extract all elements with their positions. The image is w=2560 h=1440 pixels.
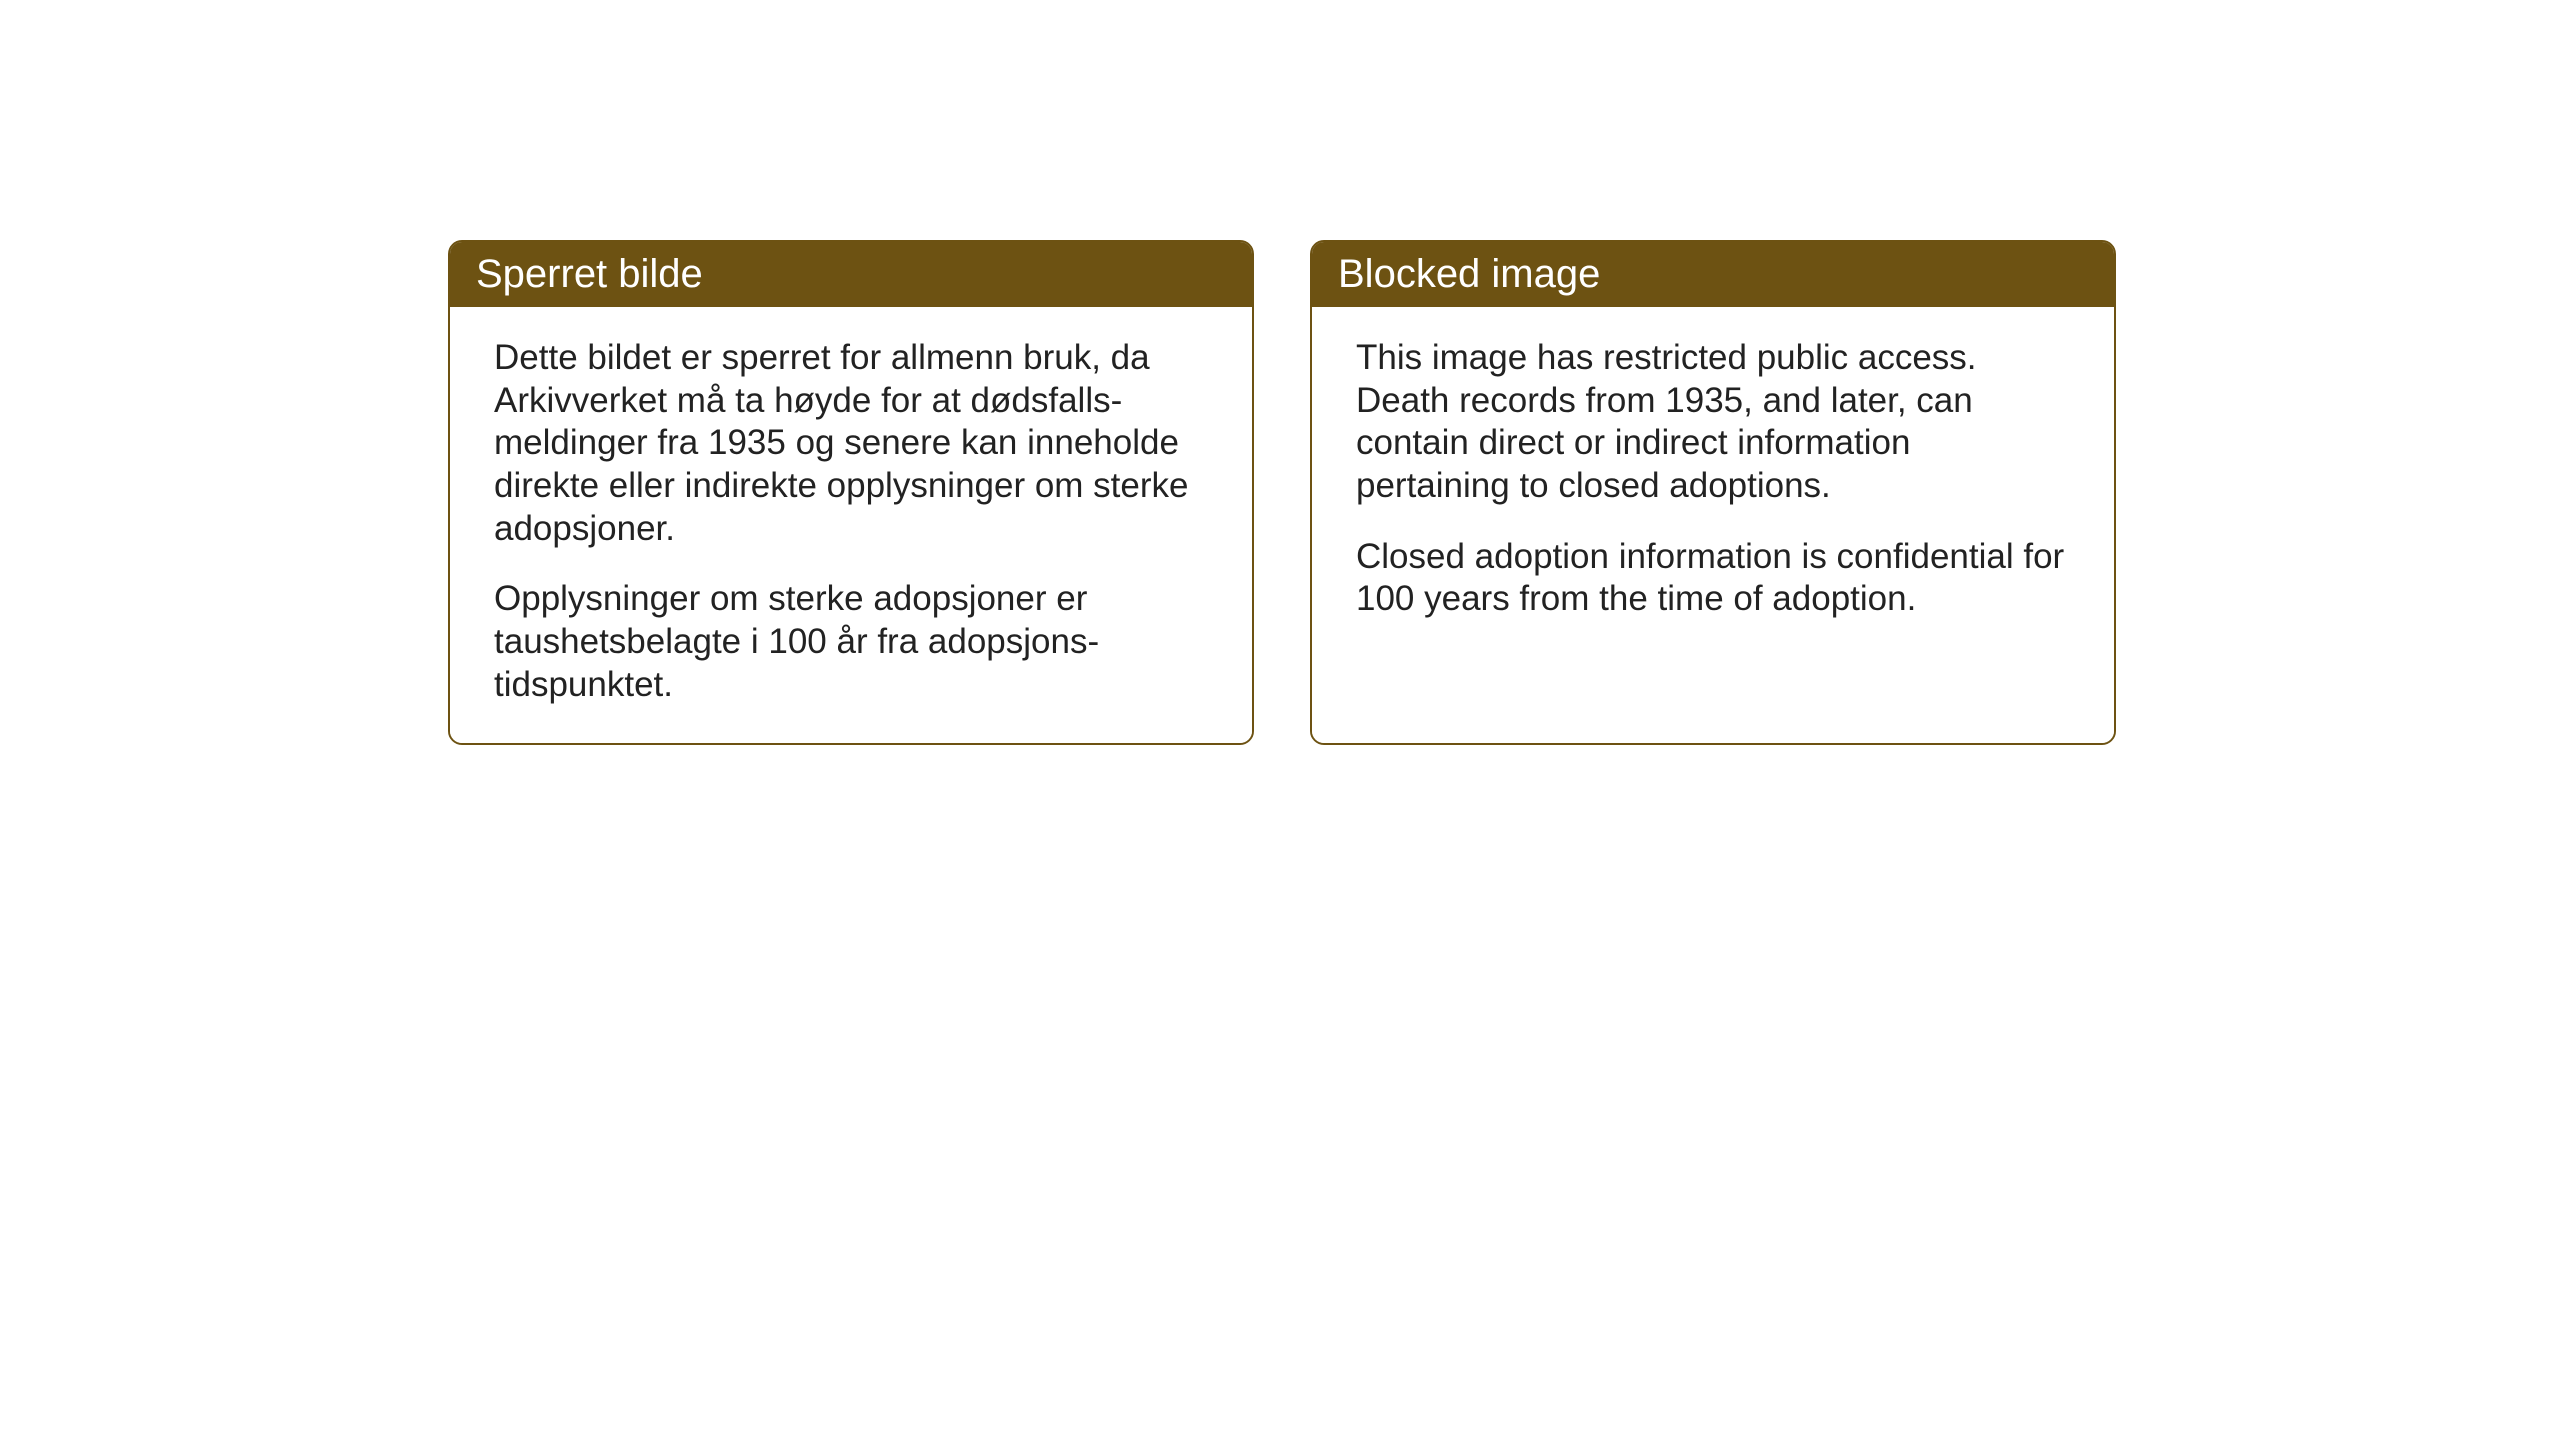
card-title-norwegian: Sperret bilde [476,252,703,296]
card-english: Blocked image This image has restricted … [1310,240,2116,745]
card-para1-english: This image has restricted public access.… [1356,337,2070,508]
cards-container: Sperret bilde Dette bildet er sperret fo… [448,240,2116,745]
card-header-english: Blocked image [1312,242,2114,307]
card-para2-norwegian: Opplysninger om sterke adopsjoner er tau… [494,578,1208,706]
card-title-english: Blocked image [1338,252,1600,296]
card-norwegian: Sperret bilde Dette bildet er sperret fo… [448,240,1254,745]
card-body-english: This image has restricted public access.… [1312,307,2114,743]
card-header-norwegian: Sperret bilde [450,242,1252,307]
card-para1-norwegian: Dette bildet er sperret for allmenn bruk… [494,337,1208,550]
card-body-norwegian: Dette bildet er sperret for allmenn bruk… [450,307,1252,743]
card-para2-english: Closed adoption information is confident… [1356,536,2070,621]
